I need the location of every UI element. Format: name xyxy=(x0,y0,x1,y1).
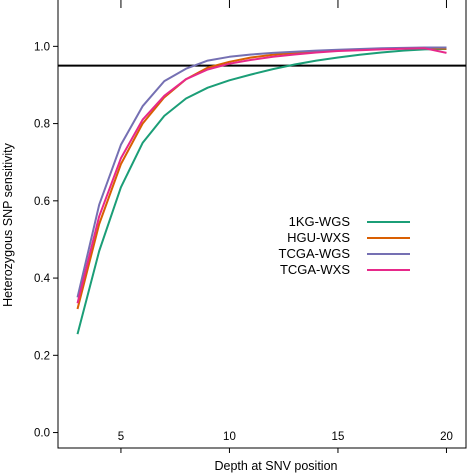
y-axis-label: Heterozygous SNP sensitivity xyxy=(1,142,15,306)
plot-area xyxy=(57,0,467,449)
legend-label: HGU-WXS xyxy=(287,230,350,245)
x-tick-label: 15 xyxy=(332,431,345,443)
y-tick-label: 0.8 xyxy=(34,119,50,131)
legend-label: 1KG-WGS xyxy=(289,214,351,229)
y-tick-label: 0.4 xyxy=(34,273,51,285)
y-tick-label: 0.6 xyxy=(34,196,50,208)
series-line-tcga-wxs xyxy=(76,47,447,304)
x-tick-label: 10 xyxy=(223,431,236,443)
y-tick-label: 0.2 xyxy=(34,350,50,362)
legend-label: TCGA-WXS xyxy=(280,262,350,277)
y-tick-label: 0.0 xyxy=(34,428,50,440)
series-line-tcga-wgs xyxy=(76,46,447,298)
series-lines xyxy=(76,46,447,335)
x-tick-label: 20 xyxy=(440,431,453,443)
x-axis-label: Depth at SNV position xyxy=(215,459,338,473)
legend-label: TCGA-WGS xyxy=(279,246,351,261)
plot-frame xyxy=(57,0,467,449)
y-tick-label: 1.0 xyxy=(34,41,50,53)
x-tick-label: 5 xyxy=(118,431,124,443)
y-axis: 0.0 0.2 0.4 0.6 0.8 1.0 xyxy=(34,41,58,440)
x-axis: 5 10 15 20 xyxy=(118,0,453,453)
series-line-1kg-wgs xyxy=(76,48,447,335)
